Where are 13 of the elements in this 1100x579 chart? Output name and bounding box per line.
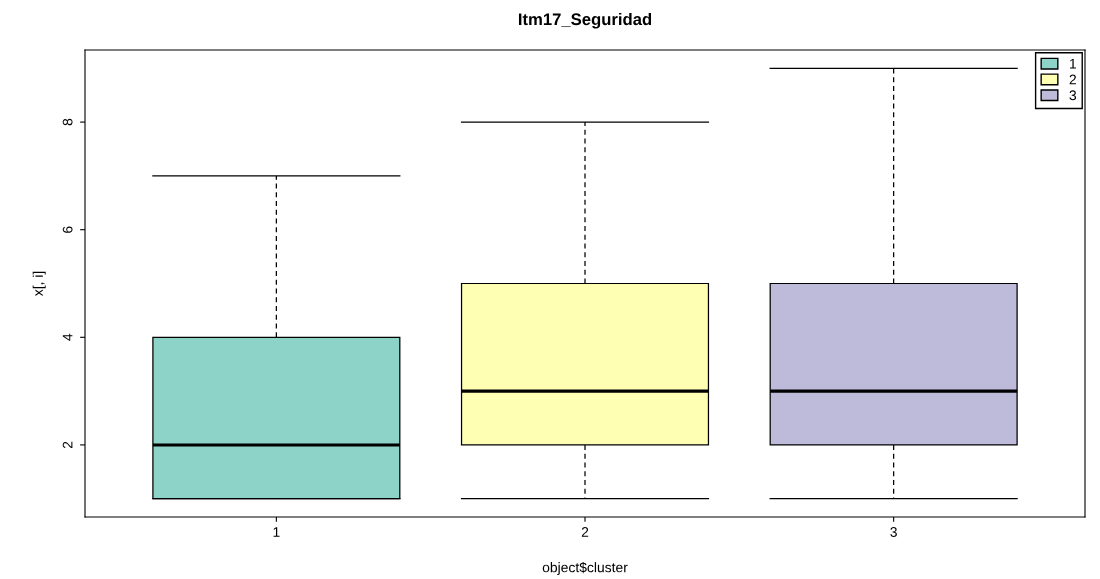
y-axis-title: x[, i] [32, 271, 46, 297]
x-tick-label: 1 [273, 527, 280, 537]
y-tick-label: 6 [62, 226, 73, 233]
legend-label: 3 [1069, 90, 1077, 101]
y-tick-label: 2 [62, 441, 73, 449]
x-tick-label: 3 [890, 527, 897, 537]
x-tick-label: 2 [581, 527, 589, 537]
x-axis-title: object$cluster [542, 561, 628, 576]
y-tick-label: 8 [62, 118, 73, 126]
legend-label: 1 [1070, 58, 1076, 69]
chart-title: Itm17_Seguridad [518, 12, 652, 29]
legend-label: 2 [1069, 74, 1076, 85]
y-tick-label: 4 [62, 333, 73, 341]
